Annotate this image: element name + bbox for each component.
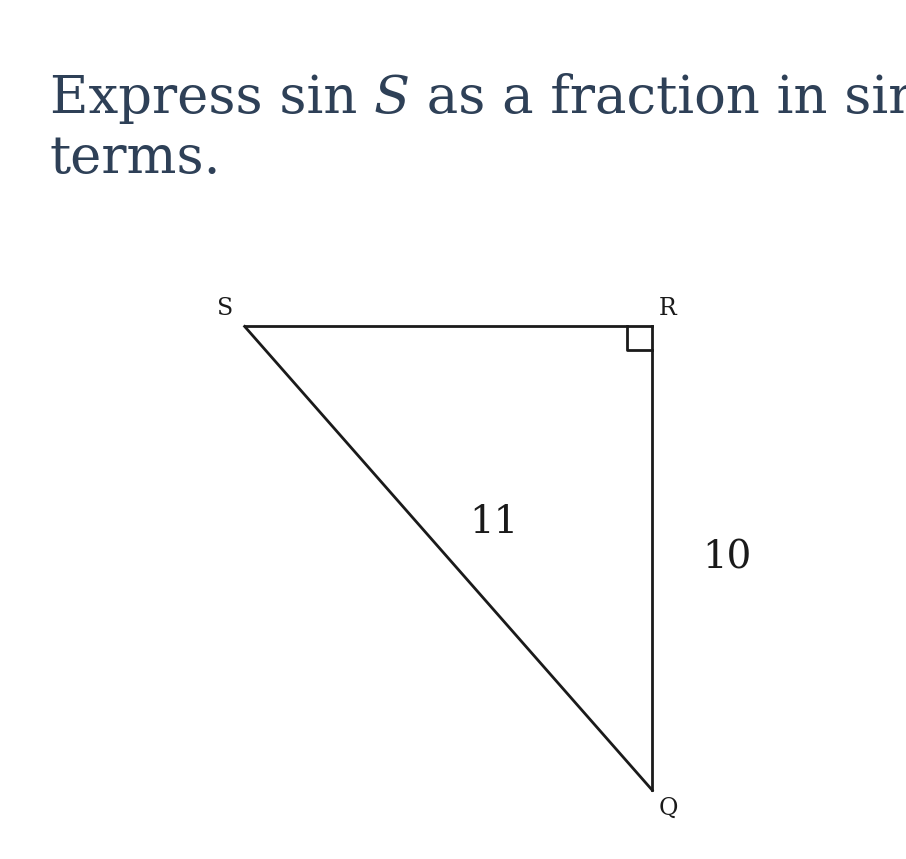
Text: R: R [659, 297, 677, 320]
Text: 11: 11 [469, 504, 518, 541]
Text: S: S [217, 297, 234, 320]
Text: terms.: terms. [50, 133, 221, 184]
Text: Express sin: Express sin [50, 73, 374, 124]
Text: Q: Q [659, 797, 679, 819]
Text: S: S [374, 73, 410, 124]
Text: 10: 10 [702, 539, 751, 577]
Text: as a fraction in simplest: as a fraction in simplest [410, 73, 906, 124]
